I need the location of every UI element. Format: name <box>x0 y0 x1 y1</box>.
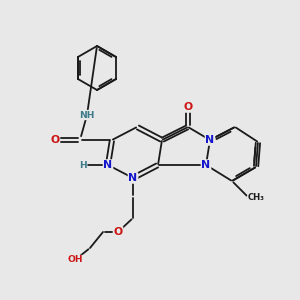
Text: H: H <box>79 160 87 169</box>
Text: N: N <box>206 135 214 145</box>
Text: CH₃: CH₃ <box>248 193 265 202</box>
Text: N: N <box>103 160 112 170</box>
Text: N: N <box>201 160 211 170</box>
Text: OH: OH <box>67 256 83 265</box>
Text: O: O <box>50 135 60 145</box>
Text: O: O <box>183 102 193 112</box>
Text: N: N <box>128 173 138 183</box>
Text: O: O <box>113 227 123 237</box>
Text: NH: NH <box>79 110 95 119</box>
